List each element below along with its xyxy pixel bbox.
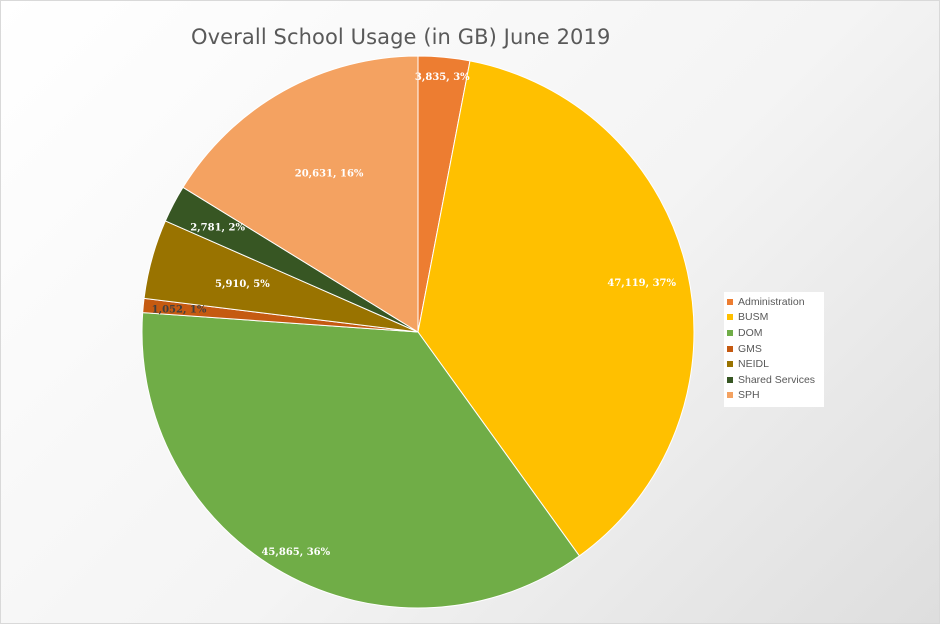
legend-swatch <box>727 329 733 336</box>
slice-sph <box>182 55 419 333</box>
legend-swatch <box>727 314 733 321</box>
chart-title: Overall School Usage (in GB) June 2019 <box>191 25 611 49</box>
legend-swatch <box>727 361 733 368</box>
data-label-sph: 20,631, 16% <box>295 169 364 180</box>
slice-dom <box>141 312 581 609</box>
legend-label: DOM <box>738 326 763 339</box>
legend-item-busm: BUSM <box>727 310 824 326</box>
data-label-shared-services: 2,781, 2% <box>190 222 245 233</box>
slice-busm <box>417 60 695 557</box>
legend-label: GMS <box>738 342 762 355</box>
legend-label: BUSM <box>738 311 769 324</box>
legend-swatch <box>727 298 733 305</box>
legend-item-administration: Administration <box>727 294 824 310</box>
legend-item-gms: GMS <box>727 341 824 357</box>
data-label-dom: 45,865, 36% <box>261 547 330 558</box>
legend-swatch <box>727 392 733 399</box>
legend-label: Administration <box>738 295 805 308</box>
data-label-gms: 1,052, 1% <box>152 304 207 315</box>
legend-swatch <box>727 345 733 352</box>
legend-label: SPH <box>738 389 760 402</box>
data-label-neidl: 5,910, 5% <box>215 279 270 290</box>
legend-label: NEIDL <box>738 358 769 371</box>
legend-item-neidl: NEIDL <box>727 356 824 372</box>
legend-label: Shared Services <box>738 373 816 386</box>
legend-swatch <box>727 376 733 383</box>
data-label-busm: 47,119, 37% <box>607 278 676 289</box>
legend-item-sph: SPH <box>727 388 824 404</box>
legend: Administration BUSM DOM GMS NEIDL Shared Serv… <box>724 292 824 408</box>
legend-item-dom: DOM <box>727 325 824 341</box>
data-label-administration: 3,835, 3% <box>415 72 470 83</box>
legend-item-shared-services: Shared Services <box>727 372 824 388</box>
